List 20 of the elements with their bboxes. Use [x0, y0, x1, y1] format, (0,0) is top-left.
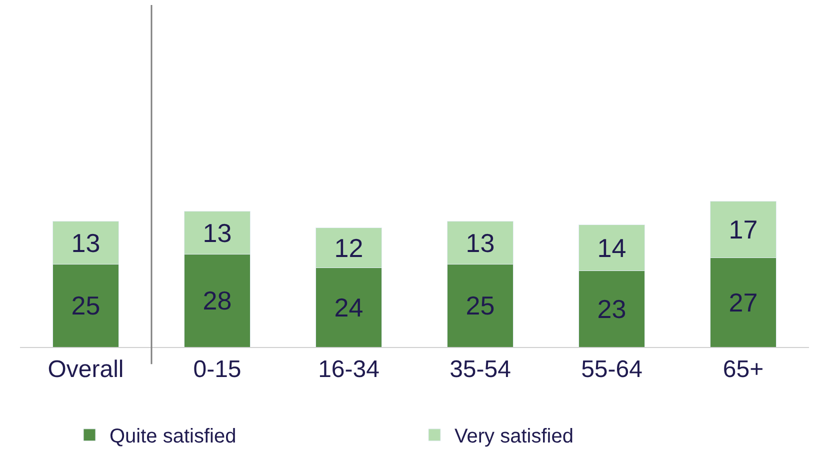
x-tick-label: 55-64 — [581, 356, 642, 383]
data-label: 13 — [71, 228, 100, 258]
data-label: 12 — [334, 232, 364, 263]
data-label: 25 — [71, 290, 100, 321]
data-label: 14 — [597, 232, 626, 263]
data-label: 17 — [728, 214, 758, 245]
x-tick-label: 65+ — [722, 356, 764, 383]
legend-label: Very satisfied — [454, 426, 574, 448]
data-label: 13 — [202, 218, 232, 248]
x-tick-label: Overall — [48, 356, 124, 383]
data-label: 13 — [466, 228, 495, 258]
data-label: 27 — [728, 287, 758, 318]
data-label: 23 — [597, 294, 626, 324]
data-label: 25 — [466, 290, 495, 321]
x-tick-label: 16-34 — [318, 356, 380, 383]
data-label: 28 — [202, 286, 232, 316]
x-tick-label: 35-54 — [450, 356, 511, 383]
data-label: 24 — [334, 292, 364, 322]
legend-label: Quite satisfied — [110, 426, 236, 448]
x-tick-label: 0-15 — [193, 356, 242, 383]
